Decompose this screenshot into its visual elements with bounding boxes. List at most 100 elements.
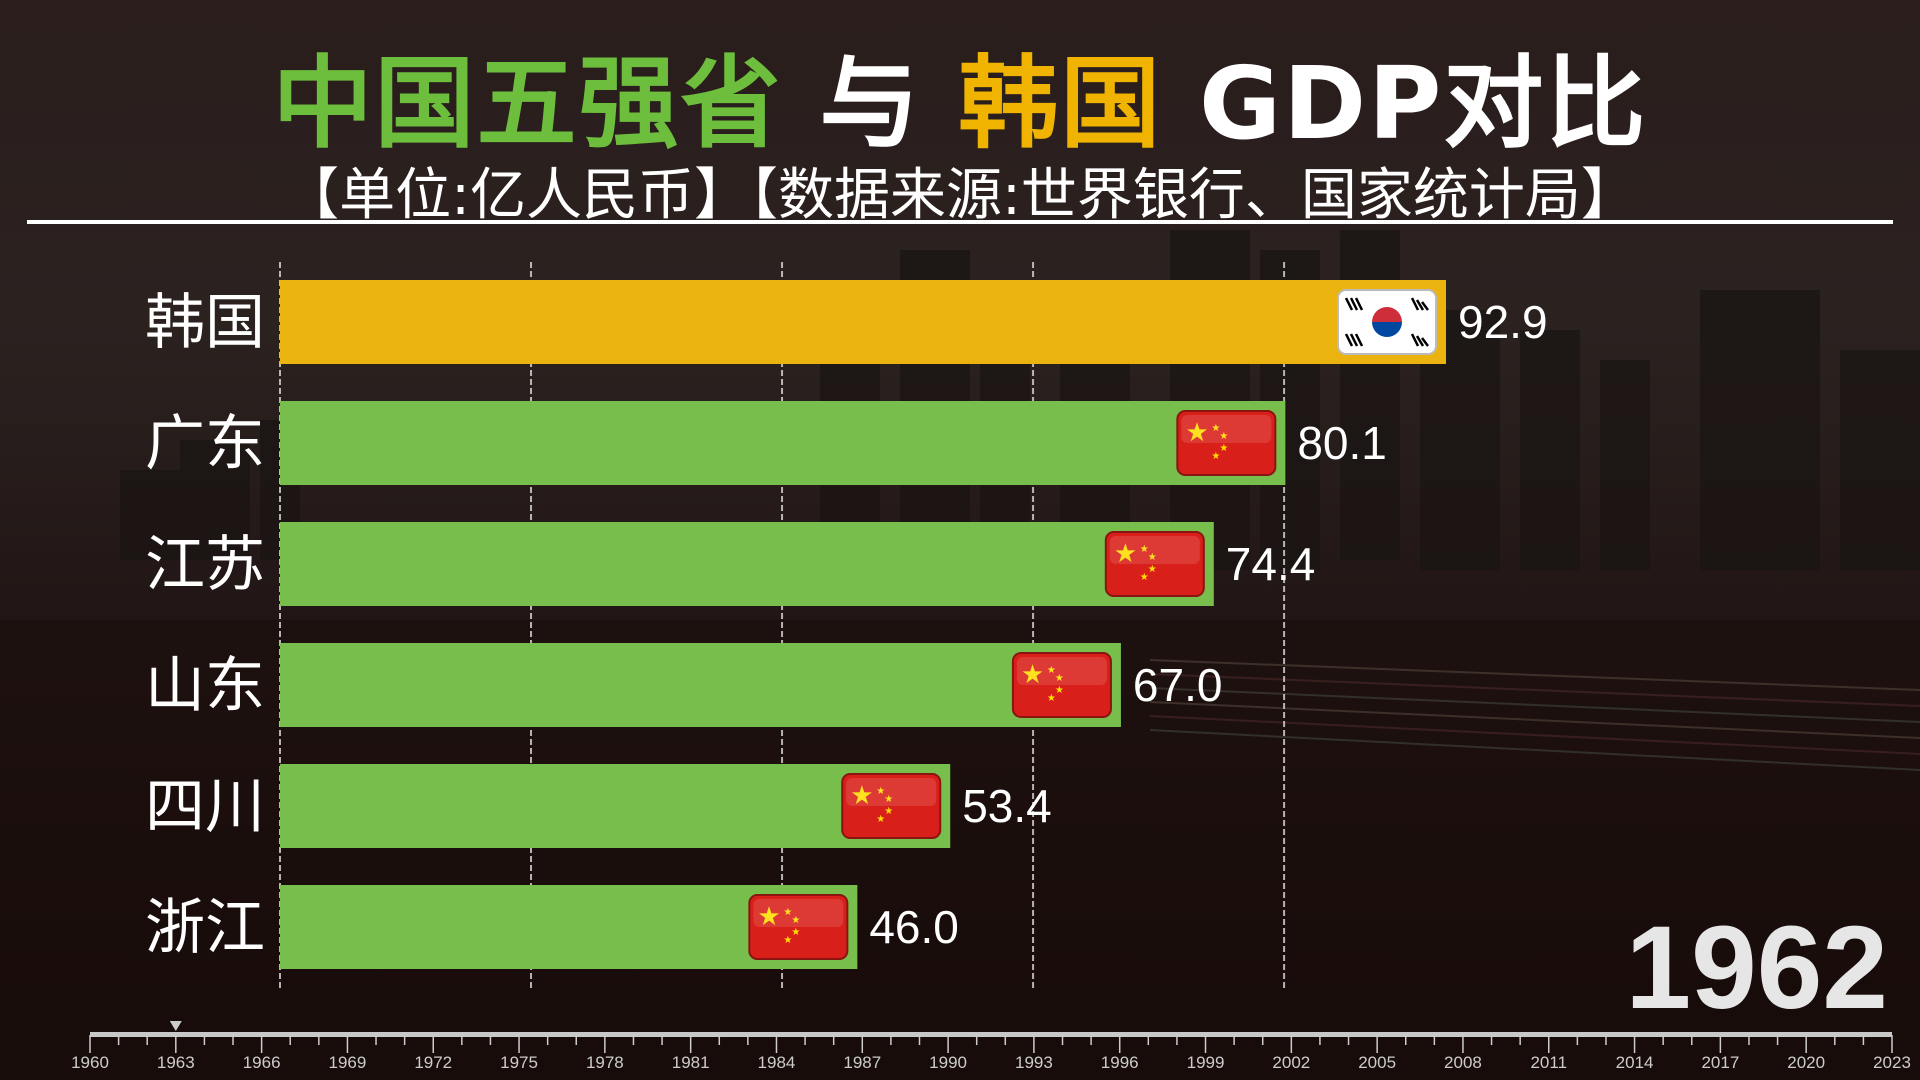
building <box>1700 290 1820 570</box>
timeline-label: 2002 <box>1272 1053 1310 1072</box>
timeline-label: 1969 <box>329 1053 367 1072</box>
flag-gloss <box>1016 657 1107 685</box>
value-label: 80.1 <box>1297 417 1387 469</box>
timeline-label: 1987 <box>843 1053 881 1072</box>
timeline-label: 1975 <box>500 1053 538 1072</box>
trigram <box>1410 333 1420 347</box>
timeline-label: 1990 <box>929 1053 967 1072</box>
light-trail <box>1149 729 1920 771</box>
trigram <box>1421 301 1429 311</box>
timeline-label: 2017 <box>1701 1053 1739 1072</box>
small-star: ★ <box>791 927 800 938</box>
category-label: 四川 <box>145 772 265 842</box>
small-star: ★ <box>1148 552 1157 563</box>
building <box>120 470 180 560</box>
flag-field <box>748 894 849 960</box>
building <box>1840 350 1920 570</box>
small-star: ★ <box>1211 451 1220 462</box>
timeline-label: 2020 <box>1787 1053 1825 1072</box>
timeline-track <box>90 1032 1892 1037</box>
big-star: ★ <box>1185 418 1208 448</box>
small-star: ★ <box>876 786 885 797</box>
timeline: 1960 1963 1966 1969 1972 1975 1978 1981 1984 1987… <box>71 1021 1911 1072</box>
small-star: ★ <box>1148 564 1157 575</box>
timeline-label: 1984 <box>758 1053 796 1072</box>
value-label: 46.0 <box>869 901 959 953</box>
trigram <box>1349 297 1359 311</box>
bar <box>280 764 951 848</box>
big-star: ★ <box>1114 539 1137 569</box>
trigram <box>1415 335 1425 347</box>
category-label: 山东 <box>145 651 265 721</box>
category-label: 韩国 <box>145 288 265 358</box>
timeline-label: 1963 <box>157 1053 195 1072</box>
small-star: ★ <box>1055 685 1064 696</box>
china-flag-icon: ★ ★★★★ <box>748 894 849 960</box>
small-star: ★ <box>1047 693 1056 704</box>
bar <box>280 643 1121 727</box>
flag-field <box>1176 410 1277 476</box>
small-star: ★ <box>783 907 792 918</box>
subtitle: 【单位:亿人民币】【数据来源:世界银行、国家统计局】 <box>283 163 1637 228</box>
light-trail <box>1149 701 1920 739</box>
trigram <box>1344 297 1354 311</box>
title-part-korea: 韩国 <box>958 45 1163 162</box>
timeline-label: 2014 <box>1616 1053 1654 1072</box>
building <box>1600 360 1650 570</box>
timeline-label: 1999 <box>1187 1053 1225 1072</box>
bar <box>280 280 1446 364</box>
category-label: 江苏 <box>145 530 265 600</box>
value-label: 53.4 <box>962 780 1052 832</box>
trigram <box>1354 333 1364 347</box>
timeline-label: 1996 <box>1101 1053 1139 1072</box>
light-trail <box>1149 673 1920 707</box>
divider <box>27 220 1893 224</box>
current-year: 1962 <box>1625 902 1888 1034</box>
bar-row: 山东 ★ ★★★★ 67.0 <box>145 643 1222 727</box>
timeline-label: 1966 <box>243 1053 281 1072</box>
bar-row: 四川 ★ ★★★★ 53.4 <box>145 764 1052 848</box>
small-star: ★ <box>1140 544 1149 555</box>
timeline-label: 1993 <box>1015 1053 1053 1072</box>
flag-gloss <box>846 778 937 806</box>
small-star: ★ <box>884 794 893 805</box>
china-flag-icon: ★ ★★★★ <box>1011 652 1112 718</box>
taegeuk-red <box>1372 307 1402 322</box>
trigram <box>1349 333 1359 347</box>
building <box>1520 330 1580 570</box>
trigram <box>1415 299 1425 311</box>
flag-field <box>1011 652 1112 718</box>
timeline-label: 2005 <box>1358 1053 1396 1072</box>
small-star: ★ <box>884 806 893 817</box>
timeline-label: 2011 <box>1530 1053 1567 1072</box>
title-part-and: 与 <box>819 45 922 162</box>
south-korea-flag-icon <box>1337 289 1437 355</box>
light-trail <box>1149 659 1920 691</box>
bar-row: 广东 ★ ★★★★ 80.1 <box>145 401 1387 485</box>
title-part-gdp: GDP对比 <box>1199 45 1648 162</box>
timeline-label: 1960 <box>71 1053 109 1072</box>
trigram <box>1421 337 1429 347</box>
small-star: ★ <box>1219 431 1228 442</box>
timeline-label: 2008 <box>1444 1053 1482 1072</box>
timeline-label: 1978 <box>586 1053 624 1072</box>
small-star: ★ <box>1140 572 1149 583</box>
taegeuk-blue <box>1372 322 1402 337</box>
china-flag-icon: ★ ★★★★ <box>1176 410 1277 476</box>
bar-row: 浙江 ★ ★★★★ 46.0 <box>145 885 959 969</box>
timeline-label: 1981 <box>672 1053 710 1072</box>
page-title: 中国五强省 与 韩国 GDP对比 <box>0 22 1920 167</box>
small-star: ★ <box>791 915 800 926</box>
flag-gloss <box>1181 415 1272 443</box>
title-part-china: 中国五强省 <box>272 45 783 162</box>
value-label: 74.4 <box>1226 538 1316 590</box>
big-star: ★ <box>757 902 780 932</box>
trigram <box>1410 297 1420 311</box>
bar-row: 江苏 ★ ★★★★ 74.4 <box>145 522 1315 606</box>
category-label: 广东 <box>145 409 265 479</box>
flag-field <box>841 773 942 839</box>
small-star: ★ <box>1055 673 1064 684</box>
trigram <box>1344 333 1354 347</box>
china-flag-icon: ★ ★★★★ <box>841 773 942 839</box>
timeline-marker-icon[interactable] <box>169 1021 182 1031</box>
